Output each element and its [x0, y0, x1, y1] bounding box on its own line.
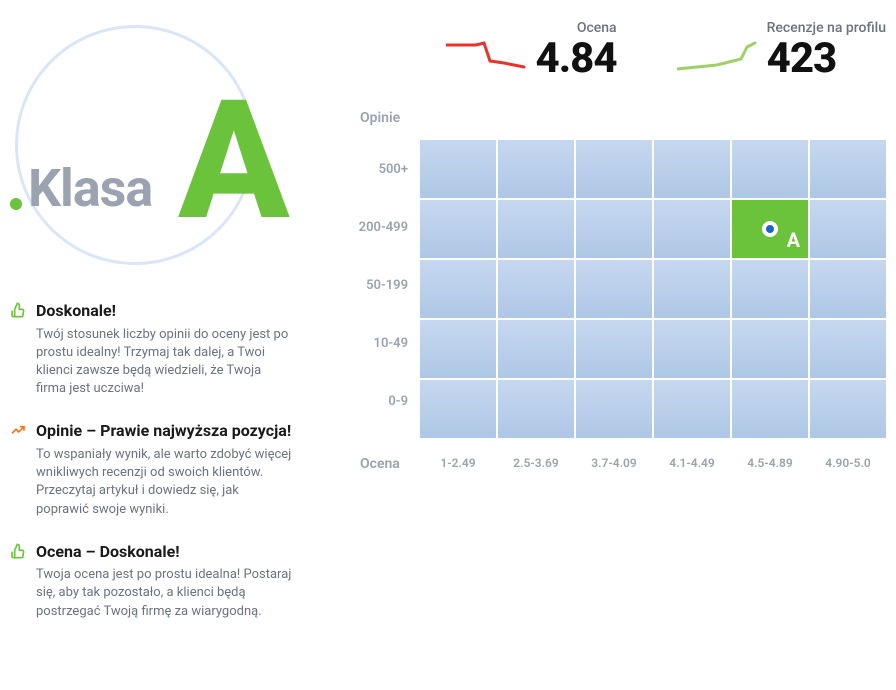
assessment-text: To wspaniały wynik, ale warto zdobyć wię… — [36, 446, 292, 519]
assessment-item: Opinie – Prawie najwyższa pozycja! To ws… — [10, 420, 298, 518]
grid-col-labels: 1-2.492.5-3.693.7-4.094.1-4.494.5-4.894.… — [420, 456, 886, 470]
grid-col-label: 3.7-4.09 — [576, 456, 652, 470]
klasa-label: Klasa — [28, 158, 152, 219]
grid-cell — [654, 380, 730, 438]
assessment-title: Opinie – Prawie najwyższa pozycja! — [36, 420, 292, 442]
grid-x-axis-title: Ocena — [360, 456, 400, 472]
grid-cell — [654, 320, 730, 378]
grid-row-label: 200-499 — [340, 198, 420, 256]
spark-ocena-icon — [446, 30, 526, 80]
grid-cell — [576, 260, 652, 318]
grid-cell — [810, 320, 886, 378]
grid-y-axis-title: Opinie — [360, 110, 886, 126]
metric-ocena: Ocena 4.84 — [446, 20, 617, 80]
grid-col-label: 4.5-4.89 — [732, 456, 808, 470]
grid-cell — [732, 380, 808, 438]
grid-cell — [810, 380, 886, 438]
grid-col-label: 1-2.49 — [420, 456, 496, 470]
metric-ocena-value: 4.84 — [536, 38, 617, 80]
grid-cell — [420, 140, 496, 198]
metrics-row: Ocena 4.84 Recenzje na profilu 423 — [340, 20, 886, 80]
grid-cell — [732, 140, 808, 198]
klasa-dot — [10, 198, 22, 210]
assessment-item: Ocena – Doskonale! Twoja ocena jest po p… — [10, 541, 298, 621]
grid-cell — [498, 320, 574, 378]
grid-cell — [654, 260, 730, 318]
grid-cells: A — [420, 140, 886, 438]
grid-cell: A — [732, 200, 808, 258]
grid-row-label: 0-9 — [340, 372, 420, 430]
grid-cell — [576, 320, 652, 378]
assessment-title: Ocena – Doskonale! — [36, 541, 292, 563]
grid-cell — [810, 200, 886, 258]
grid-active-marker-label: A — [787, 228, 800, 252]
grid-cell — [810, 260, 886, 318]
thumb-up-icon — [10, 541, 36, 621]
spark-recenzje-icon — [677, 30, 757, 80]
grid-cell — [420, 200, 496, 258]
grid-cell — [732, 260, 808, 318]
assessment-title: Doskonale! — [36, 300, 292, 322]
grid-cell — [420, 380, 496, 438]
grid-col-label: 2.5-3.69 — [498, 456, 574, 470]
grid-col-label: 4.90-5.0 — [810, 456, 886, 470]
rating-grid: Opinie 500+200-49950-19910-490-9 A 1-2.4… — [340, 110, 886, 470]
grid-cell — [654, 200, 730, 258]
grid-active-marker-icon — [762, 221, 778, 237]
grid-cell — [498, 200, 574, 258]
assessment-text: Twój stosunek liczby opinii do oceny jes… — [36, 326, 292, 399]
grid-cell — [576, 200, 652, 258]
thumb-up-icon — [10, 300, 36, 398]
assessment-text: Twoja ocena jest po prostu idealna! Post… — [36, 566, 292, 621]
grid-cell — [654, 140, 730, 198]
metric-recenzje-value: 423 — [767, 38, 886, 80]
grid-row-label: 50-199 — [340, 256, 420, 314]
grid-cell — [576, 140, 652, 198]
grid-cell — [576, 380, 652, 438]
grid-cell — [498, 260, 574, 318]
trending-up-icon — [10, 420, 36, 518]
klasa-badge: Klasa A — [10, 20, 298, 270]
grid-row-label: 10-49 — [340, 314, 420, 372]
assessment-list: Doskonale! Twój stosunek liczby opinii d… — [10, 300, 298, 621]
grid-cell — [732, 320, 808, 378]
grid-row-labels: 500+200-49950-19910-490-9 — [340, 140, 420, 438]
grid-cell — [498, 380, 574, 438]
metric-recenzje: Recenzje na profilu 423 — [677, 20, 886, 80]
grid-col-label: 4.1-4.49 — [654, 456, 730, 470]
assessment-item: Doskonale! Twój stosunek liczby opinii d… — [10, 300, 298, 398]
grid-row-label: 500+ — [340, 140, 420, 198]
grid-cell — [420, 320, 496, 378]
klasa-letter: A — [178, 65, 284, 258]
grid-cell — [420, 260, 496, 318]
grid-cell — [810, 140, 886, 198]
grid-cell — [498, 140, 574, 198]
